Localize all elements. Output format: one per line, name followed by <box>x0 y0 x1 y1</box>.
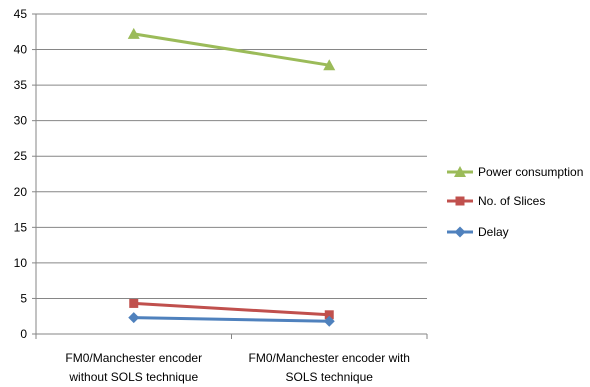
legend-label: No. of Slices <box>478 194 545 208</box>
y-tick-label: 0 <box>20 327 27 341</box>
series-delay <box>128 312 335 327</box>
series-power-consumption <box>127 27 336 71</box>
legend-marker <box>454 226 466 238</box>
x-category-labels: FM0/Manchester encoder without SOLS techn… <box>65 351 410 384</box>
y-tick-label: 5 <box>20 291 27 305</box>
legend-item: No. of Slices <box>447 194 545 208</box>
series-line <box>133 32 330 67</box>
data-point <box>128 312 140 324</box>
legend-label: Power consumption <box>478 165 583 179</box>
y-tick-label: 45 <box>14 7 28 21</box>
data-point <box>127 27 140 39</box>
legend-marker <box>455 196 465 206</box>
axes <box>32 13 428 339</box>
y-tick-label: 15 <box>14 220 28 234</box>
data-point <box>323 315 335 327</box>
series-line <box>133 301 330 317</box>
y-tick-labels: 0 5 10 15 20 25 30 35 40 45 <box>14 7 28 341</box>
gridlines <box>36 13 427 299</box>
y-tick-label: 25 <box>14 149 28 163</box>
legend-marker <box>454 166 466 177</box>
y-tick-label: 20 <box>14 185 28 199</box>
legend: Power consumption No. of Slices Delay <box>447 165 583 239</box>
data-point <box>324 310 334 320</box>
series-line <box>133 316 330 323</box>
y-tick-label: 30 <box>14 114 28 128</box>
legend-item: Power consumption <box>447 165 583 179</box>
y-tick-label: 10 <box>14 256 28 270</box>
series-group <box>127 27 336 327</box>
x-category-label: FM0/Manchester encoder with SOLS techniqu… <box>249 351 410 384</box>
x-category-label: FM0/Manchester encoder without SOLS techn… <box>65 351 202 384</box>
data-point <box>323 59 336 71</box>
data-point <box>129 298 139 308</box>
y-tick-label: 40 <box>14 43 28 57</box>
series-no-of-slices <box>129 298 334 320</box>
legend-item: Delay <box>447 225 509 239</box>
legend-label: Delay <box>478 225 509 239</box>
y-tick-label: 35 <box>14 78 28 92</box>
